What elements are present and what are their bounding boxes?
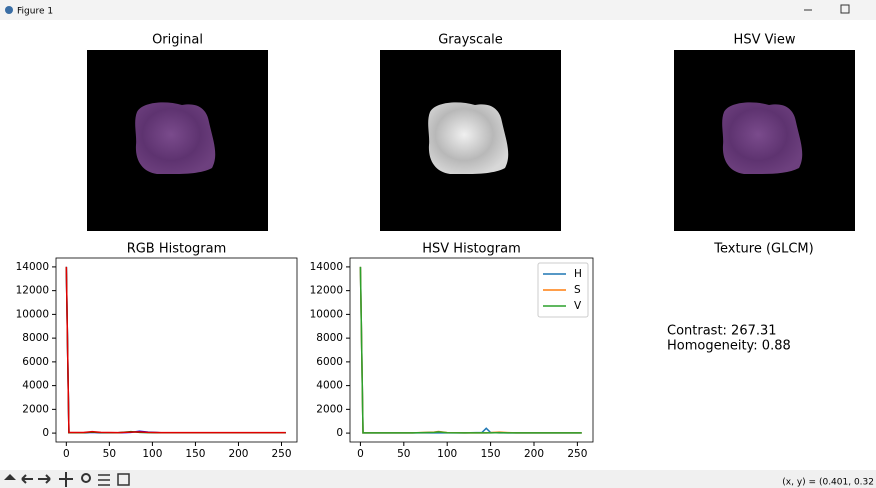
image-title: Grayscale bbox=[438, 33, 503, 48]
y-tick-label: 4000 bbox=[316, 380, 343, 392]
x-tick-label: 100 bbox=[142, 448, 162, 460]
chart-title: RGB Histogram bbox=[127, 242, 227, 257]
y-tick-label: 0 bbox=[336, 427, 343, 439]
texture-line: Contrast: 267.31 bbox=[667, 324, 777, 339]
texture-line: Homogeneity: 0.88 bbox=[667, 339, 791, 354]
x-tick-label: 250 bbox=[567, 448, 587, 460]
y-tick-label: 8000 bbox=[22, 332, 49, 344]
x-tick-label: 50 bbox=[397, 448, 410, 460]
y-tick-label: 10000 bbox=[310, 308, 343, 320]
y-tick-label: 6000 bbox=[22, 356, 49, 368]
axes-frame bbox=[56, 258, 297, 442]
y-tick-label: 12000 bbox=[16, 285, 49, 297]
y-tick-label: 12000 bbox=[310, 285, 343, 297]
texture-title: Texture (GLCM) bbox=[713, 242, 813, 257]
y-tick-label: 6000 bbox=[316, 356, 343, 368]
y-tick-label: 2000 bbox=[316, 403, 343, 415]
legend-label: V bbox=[574, 300, 582, 312]
y-tick-label: 2000 bbox=[22, 403, 49, 415]
x-tick-label: 150 bbox=[185, 448, 205, 460]
y-tick-label: 8000 bbox=[316, 332, 343, 344]
image-title: Original bbox=[152, 33, 203, 48]
x-tick-label: 200 bbox=[228, 448, 248, 460]
y-tick-label: 4000 bbox=[22, 380, 49, 392]
chart-title: HSV Histogram bbox=[422, 242, 521, 257]
x-tick-label: 50 bbox=[103, 448, 116, 460]
y-tick-label: 0 bbox=[42, 427, 49, 439]
x-tick-label: 0 bbox=[357, 448, 364, 460]
image-object bbox=[135, 102, 215, 174]
series-line bbox=[66, 267, 285, 433]
app-icon bbox=[5, 6, 13, 14]
image-object bbox=[428, 102, 508, 174]
x-tick-label: 250 bbox=[271, 448, 291, 460]
x-tick-label: 0 bbox=[63, 448, 70, 460]
window-title: Figure 1 bbox=[17, 7, 53, 17]
legend-label: S bbox=[574, 284, 581, 296]
image-title: HSV View bbox=[734, 33, 796, 48]
status-text: (x, y) = (0.401, 0.32 bbox=[782, 478, 874, 488]
title-bar bbox=[0, 0, 876, 20]
x-tick-label: 200 bbox=[524, 448, 544, 460]
legend-label: H bbox=[574, 268, 582, 280]
x-tick-label: 100 bbox=[437, 448, 457, 460]
y-tick-label: 14000 bbox=[310, 261, 343, 273]
y-tick-label: 10000 bbox=[16, 308, 49, 320]
x-tick-label: 150 bbox=[481, 448, 501, 460]
figure-window: Figure 1 Texture (GLCM) Contrast: 267.31… bbox=[0, 0, 876, 488]
series-line bbox=[66, 267, 285, 433]
toolbar bbox=[0, 470, 876, 488]
image-object bbox=[722, 102, 802, 174]
y-tick-label: 14000 bbox=[16, 261, 49, 273]
series-line bbox=[66, 267, 285, 433]
